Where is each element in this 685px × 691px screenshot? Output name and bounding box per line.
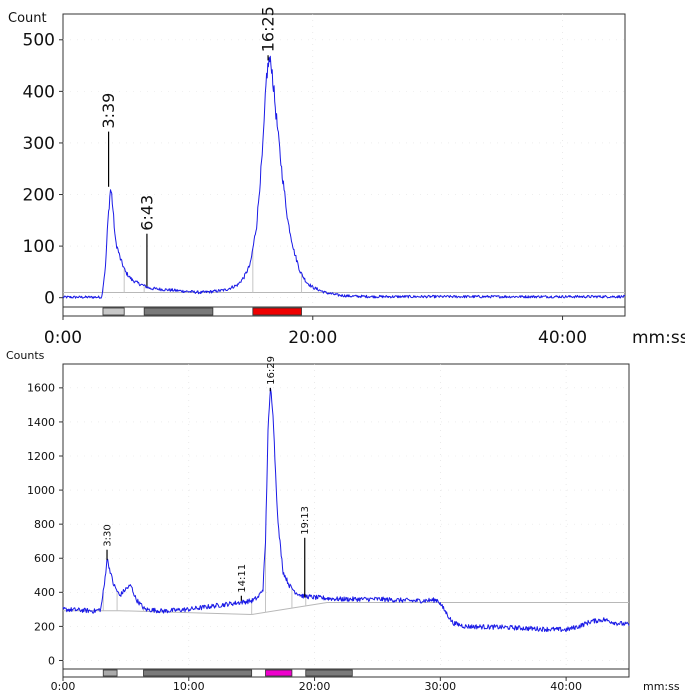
y-tick-label-top-5: 500 [23,31,55,51]
fraction-top-1 [143,307,214,316]
chart-top-y-ticks: 0 100 200 300 400 500 [23,31,63,309]
y-tick-label-bottom-5: 1000 [27,484,55,497]
y-tick-label-top-0: 0 [44,289,55,309]
fraction-top-2 [252,307,302,316]
x-tick-label-bottom-0: 0:00 [51,680,76,691]
y-tick-label-bottom-7: 1400 [27,416,55,429]
fraction-top-0 [102,307,125,316]
y-tick-label-bottom-3: 600 [34,552,55,565]
x-tick-label-bottom-4: 40:00 [550,680,582,691]
peak-label-top-1: 6:43 [138,195,157,231]
y-tick-label-top-3: 300 [23,134,55,154]
x-tick-label-bottom-1: 10:00 [173,680,205,691]
chart-bottom-x-ticks: 0:00 10:00 20:00 30:00 40:00 [51,677,582,691]
chart-top-plot: 3:39 6:43 16:25 [62,6,626,317]
y-tick-label-bottom-1: 200 [34,620,55,633]
fraction-band-top [62,306,626,317]
peak-label-bottom-0: 3:30 [103,524,114,546]
peak-label-bottom-3: 19:13 [300,506,311,535]
chart-top-ylabel: Count [8,11,47,26]
x-tick-label-top-0: 0:00 [44,328,82,348]
peak-label-top-0: 3:39 [99,93,118,129]
peak-label-top-2: 16:25 [259,6,278,52]
y-tick-label-top-4: 400 [23,82,55,102]
peak-label-bottom-1: 14:11 [237,564,248,593]
fraction-bottom-1 [143,669,253,677]
y-tick-label-bottom-6: 1200 [27,450,55,463]
x-tick-label-bottom-3: 30:00 [424,680,456,691]
x-tick-label-top-1: 20:00 [288,328,337,348]
y-tick-label-top-1: 100 [23,237,55,257]
y-tick-label-bottom-2: 400 [34,586,55,599]
chart-bottom: Counts mm:ss 0 200 400 600 800 1000 1200 1400 16… [6,349,680,691]
fraction-bottom-3 [305,669,353,677]
fraction-bottom-2 [265,669,293,677]
chart-top-x-ticks: 0:00 20:00 40:00 [44,316,587,348]
signal-trace-top [62,55,626,299]
y-tick-label-top-2: 200 [23,185,55,205]
y-tick-label-bottom-8: 1600 [27,382,55,395]
chart-bottom-y-ticks: 0 200 400 600 800 1000 1200 1400 1600 [27,382,63,667]
peak-label-bottom-2: 16:29 [266,356,277,385]
y-tick-label-bottom-0: 0 [48,654,55,667]
chart-bottom-xunit: mm:ss [643,680,680,691]
signal-trace-bottom [62,387,630,633]
chart-top-xunit: mm:ss [632,328,685,348]
x-tick-label-top-2: 40:00 [538,328,587,348]
chart-bottom-ylabel: Counts [6,349,45,362]
x-tick-label-bottom-2: 20:00 [299,680,331,691]
chart-bottom-plot: 3:30 14:11 16:29 19:13 [62,356,630,678]
chart-top: Count mm:ss 0 100 200 300 400 500 0:00 20:00 40… [8,6,685,348]
fraction-bottom-0 [102,669,118,677]
y-tick-label-bottom-4: 800 [34,518,55,531]
